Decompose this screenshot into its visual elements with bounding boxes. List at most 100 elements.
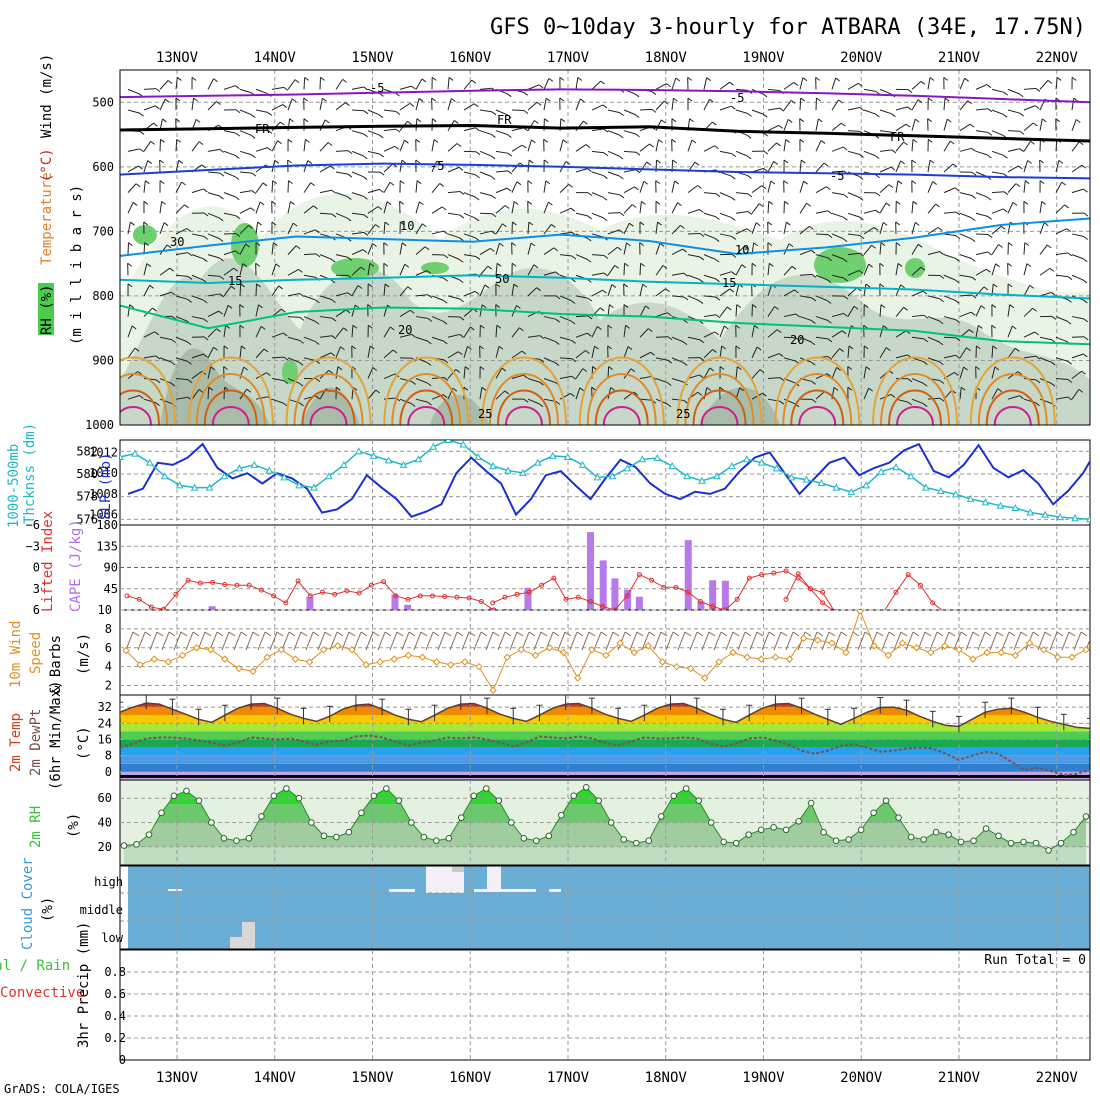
surface-barb-flag: [673, 632, 679, 636]
wind-barb-flag: [571, 208, 575, 211]
wind-barb-flag: [947, 119, 951, 122]
wind-barb: [1072, 98, 1074, 110]
pressure-tick-700: 700: [92, 224, 114, 238]
wind-speed-point: [744, 654, 750, 660]
wind-barb: [352, 131, 364, 134]
wind-barb-flag: [184, 205, 188, 208]
surface-barb-flag: [493, 632, 499, 636]
wind-barb: [608, 213, 620, 214]
wind-barb-flag: [1025, 181, 1029, 184]
wind-barb-flag: [140, 149, 144, 152]
wind-barb-flag: [1072, 77, 1076, 80]
wind-speed-point: [222, 656, 228, 662]
wind-barb: [512, 163, 520, 172]
wind-barb-flag: [936, 204, 940, 207]
wind-barb-flag: [345, 103, 349, 106]
wind-barb-flag: [644, 181, 648, 184]
wind-barb-flag: [1016, 184, 1020, 187]
rh-point: [521, 835, 527, 841]
rh-point: [721, 839, 727, 845]
wind-barb: [768, 201, 769, 213]
bottom-date-19NOV: 19NOV: [742, 1070, 785, 1086]
wind-barb-flag: [839, 100, 843, 103]
wind-barb-flag: [998, 245, 1002, 248]
wind-barb-flag: [688, 77, 692, 80]
wind-barb-flag: [196, 119, 200, 122]
wind-barb-flag: [659, 140, 663, 143]
surface-barb-flag: [169, 632, 175, 636]
wind-barb: [640, 263, 641, 275]
wind-barb-flag: [363, 177, 367, 180]
wind-barb: [448, 77, 449, 89]
wind-barb: [496, 151, 508, 153]
wind-barb-flag: [972, 172, 976, 175]
wind-barb: [336, 79, 343, 89]
surface-barb-flag: [241, 632, 247, 636]
wind-tick-4: 4: [105, 660, 112, 674]
wind-barb: [976, 234, 988, 235]
wind-barb-flag: [260, 202, 264, 205]
wind-barb: [816, 140, 821, 151]
rh-point: [921, 837, 927, 843]
wind-barb-flag: [165, 99, 169, 102]
wind-barb-flag: [1001, 226, 1005, 229]
surface-barb-flag: [913, 632, 919, 636]
wind-barb: [880, 89, 891, 94]
wind-barb-flag: [156, 89, 160, 92]
wind-barb: [704, 146, 715, 152]
wind-barb: [528, 121, 534, 131]
wind-barb-flag: [828, 211, 832, 214]
wind-barb-flag: [652, 92, 656, 95]
wind-barb: [576, 169, 588, 172]
wind-barb: [1008, 110, 1020, 113]
wind-barb-flag: [908, 90, 912, 93]
wind-barb: [944, 141, 950, 151]
wind-barb-flag: [563, 140, 567, 143]
wind-barb-flag: [214, 79, 218, 82]
wind-barb: [976, 193, 987, 197]
wind-barb-flag: [824, 163, 828, 166]
wind-speed-point: [914, 645, 920, 651]
wind-barb: [768, 108, 780, 110]
wind-barb-flag: [155, 106, 159, 109]
wind-barb-flag: [876, 210, 880, 213]
wind-barb-flag: [459, 167, 463, 170]
surface-barb-flag: [277, 632, 283, 636]
ylabel-2m-dewpt: 2m DewPt: [28, 709, 44, 776]
temperature-tick-16: 16: [98, 733, 112, 747]
wind-barb-flag: [363, 156, 367, 159]
precip-tick-0: 0: [119, 1053, 126, 1067]
thickness-point: [669, 463, 675, 469]
wind-barb: [256, 89, 267, 93]
rh-point: [271, 793, 277, 799]
rh-shading: [120, 194, 1090, 425]
bottom-date-16NOV: 16NOV: [449, 1070, 492, 1086]
temperature-tick-24: 24: [98, 716, 112, 730]
ylabel-temperature: Temperature: [39, 172, 55, 265]
contour-label: 10: [735, 243, 749, 257]
temperature-band: [120, 756, 1090, 764]
wind-barb-flag: [657, 160, 661, 163]
wind-barb-flag: [858, 83, 862, 86]
wind-barb-flag: [928, 139, 932, 142]
ylabel-cape: CAPE (J/kg): [68, 519, 84, 612]
surface-barb-flag: [517, 632, 523, 636]
wind-barb-flag: [1040, 181, 1044, 184]
wind-barb-flag: [892, 150, 896, 153]
wind-barb: [992, 172, 1004, 174]
surface-barb: [450, 632, 457, 650]
wind-barb-flag: [476, 128, 480, 131]
precip-tick-0.4: 0.4: [104, 1009, 126, 1023]
wind-barb-flag: [913, 201, 917, 204]
wind-barb-flag: [460, 191, 464, 194]
wind-speed-point: [405, 652, 411, 658]
wind-speed-point: [561, 650, 567, 656]
wind-barb-flag: [912, 181, 916, 184]
wind-barb: [208, 149, 220, 151]
wind-speed-point: [1069, 654, 1075, 660]
wind-speed-point: [674, 664, 680, 670]
wind-barb: [880, 110, 891, 114]
wind-barb: [672, 203, 677, 214]
wind-barb: [256, 183, 263, 193]
wind-barb: [320, 190, 332, 192]
